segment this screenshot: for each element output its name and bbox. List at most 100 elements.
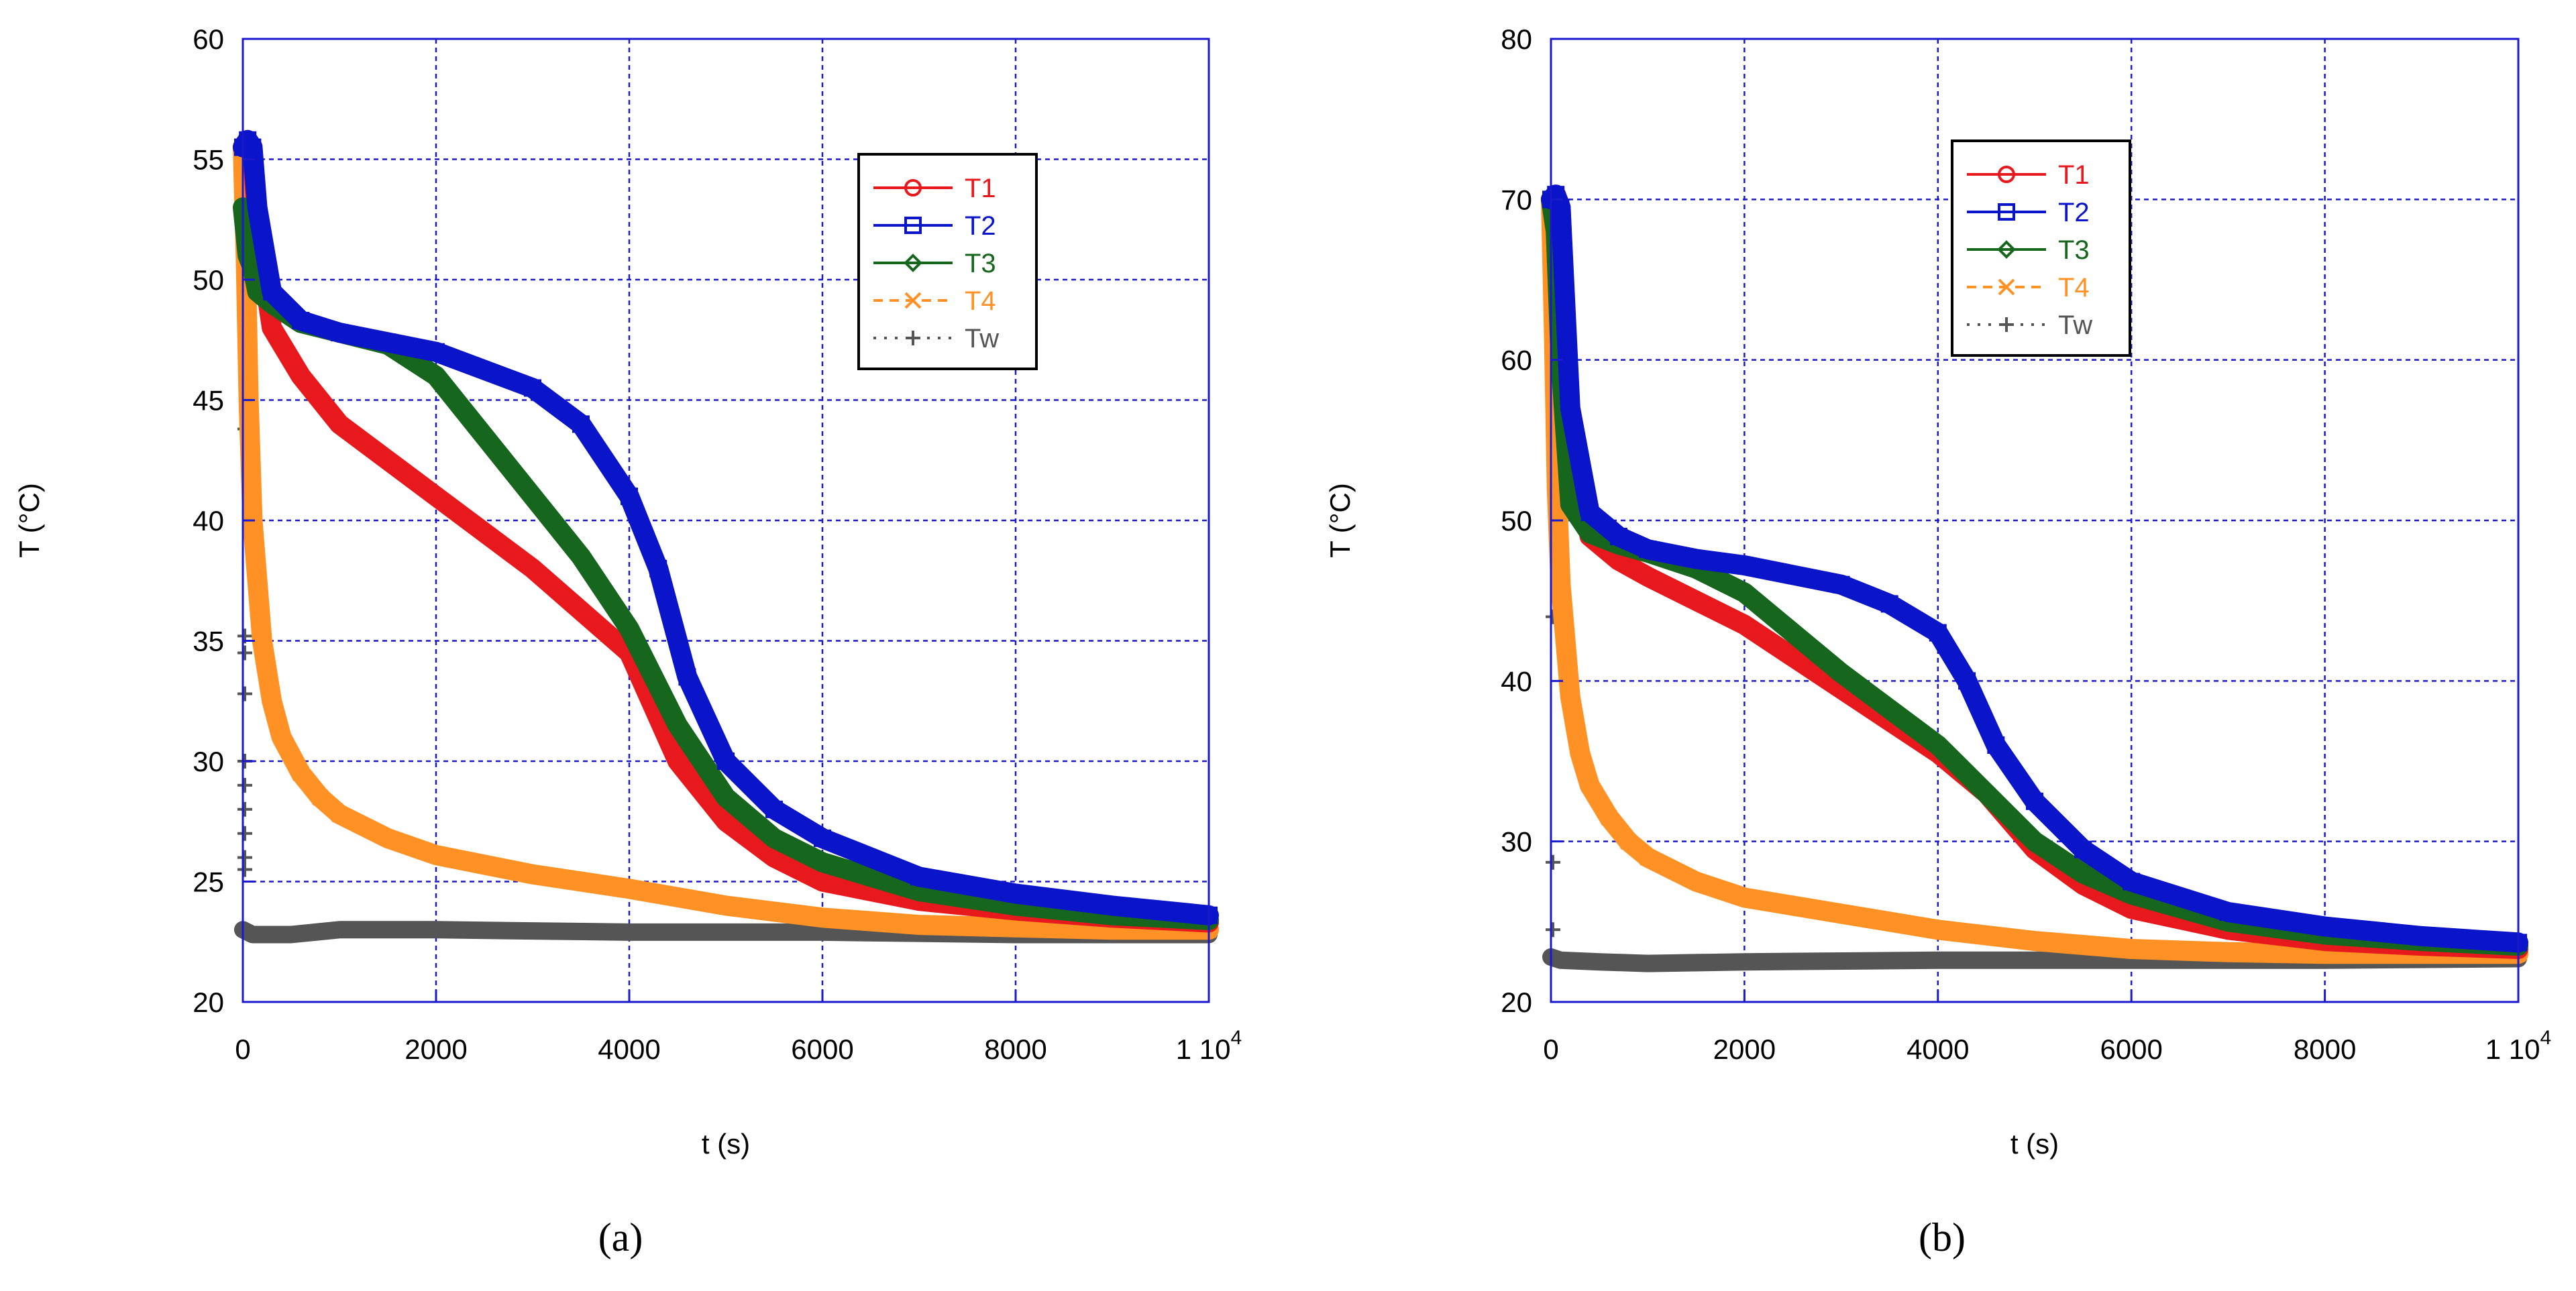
chart-a-marker-t4 bbox=[292, 765, 309, 782]
chart-a-marker-t2 bbox=[910, 868, 928, 886]
chart-a-marker-t4 bbox=[379, 830, 396, 847]
chart-b-marker-t4 bbox=[2026, 932, 2043, 950]
chart-b-marker-t3 bbox=[1735, 583, 1754, 602]
chart-a-marker-t1 bbox=[292, 367, 310, 385]
chart-a-marker-t3 bbox=[668, 716, 687, 734]
chart-a-marker-t1 bbox=[669, 752, 686, 770]
chart-a-ytick-label: 30 bbox=[193, 746, 224, 777]
chart-a-marker-t2 bbox=[678, 668, 696, 686]
chart-b-marker-t3 bbox=[1977, 784, 1996, 803]
chart-a-marker-t3 bbox=[572, 547, 590, 566]
chart-a-legend-marker-t2 bbox=[904, 217, 922, 234]
chart-a-legend-label-t2: T2 bbox=[965, 211, 996, 241]
chart-b-xtick-label: 1 104 bbox=[2485, 1027, 2551, 1065]
chart-b-marker-t2 bbox=[1987, 736, 2005, 754]
chart-a-marker-t4 bbox=[621, 880, 638, 897]
chart-b-marker-t4 bbox=[1581, 777, 1599, 794]
chart-a-legend: T1 T2 T3 T4 Tw bbox=[857, 153, 1038, 370]
chart-b-xlabel: t (s) bbox=[2010, 1128, 2059, 1160]
chart-a-xtick-label: 2000 bbox=[405, 1033, 467, 1065]
chart-a-line-t2 bbox=[233, 129, 1219, 925]
chart-a-marker-t2 bbox=[765, 800, 783, 818]
chart-b-marker-t2 bbox=[1609, 527, 1627, 545]
chart-b-marker-tw bbox=[1737, 954, 1752, 970]
chart-b-marker-tw bbox=[1546, 854, 1560, 870]
chart-a-ylabel: T (°C) bbox=[13, 483, 45, 558]
chart-a-marker-t3 bbox=[910, 882, 928, 901]
chart-b-legend-marker-t3 bbox=[1997, 240, 2016, 259]
chart-a-marker-t3 bbox=[716, 788, 735, 807]
chart-a: 0 2000 4000 6000 8000 1 104 20 25 30 35 40 45 50 55 60… bbox=[13, 23, 1242, 1259]
chart-b-marker-t4 bbox=[1619, 833, 1637, 850]
chart-b-legend-marker-tw bbox=[1999, 317, 2014, 332]
chart-a-marker-t2 bbox=[248, 199, 266, 217]
chart-a-legend-label-t3: T3 bbox=[965, 249, 996, 278]
chart-b-marker-t2 bbox=[2316, 917, 2334, 936]
chart-b-marker-t4 bbox=[1571, 744, 1589, 762]
chart-a-marker-tw bbox=[237, 686, 252, 701]
chart-b-xtick-label: 8000 bbox=[2294, 1033, 2356, 1065]
chart-b-xtick-label: 2000 bbox=[1713, 1033, 1776, 1065]
chart-b-legend-marker-t4 bbox=[1998, 278, 2015, 296]
chart-a-legend-label-tw: Tw bbox=[965, 324, 999, 353]
chart-a-marker-t4 bbox=[254, 632, 271, 649]
chart-b-legend: T1 T2 T3 T4 Tw bbox=[1951, 139, 2131, 357]
chart-a-ytick-label: 40 bbox=[193, 505, 224, 537]
chart-a-marker-tw bbox=[237, 777, 252, 793]
chart-b-line-t2 bbox=[1541, 184, 2528, 953]
chart-a-marker-t4 bbox=[717, 897, 735, 914]
chart-b-marker-t2 bbox=[1958, 672, 1976, 690]
chart-b-marker-t2 bbox=[1880, 595, 1898, 613]
chart-b-xtick-label: 6000 bbox=[2100, 1033, 2162, 1065]
chart-b-marker-t2 bbox=[1639, 541, 1657, 559]
chart-b-marker-t1 bbox=[1639, 567, 1657, 585]
chart-b-xtick-label: 0 bbox=[1543, 1033, 1558, 1065]
chart-a-legend-label-t1: T1 bbox=[965, 174, 996, 203]
chart-a-marker-t2 bbox=[1104, 897, 1121, 915]
chart-a-marker-t2 bbox=[814, 829, 831, 847]
chart-a-marker-t4 bbox=[311, 789, 329, 806]
chart-a-marker-tw bbox=[237, 862, 252, 877]
chart-b-marker-t3 bbox=[1580, 524, 1599, 543]
chart-a-marker-t1 bbox=[379, 451, 396, 469]
chart-a-marker-tw bbox=[237, 801, 252, 817]
chart-a-marker-tw bbox=[332, 922, 347, 938]
chart-a-marker-t2 bbox=[572, 415, 590, 433]
chart-a-xtick-label: 6000 bbox=[791, 1033, 853, 1065]
chart-b-ytick-label: 40 bbox=[1501, 665, 1532, 697]
chart-a-marker-t3 bbox=[765, 829, 784, 848]
chart-a-marker-t2 bbox=[244, 138, 262, 156]
chart-a-legend-marker-t4 bbox=[904, 292, 922, 309]
chart-b-marker-t4 bbox=[2123, 940, 2140, 958]
chart-a-xtick-exponent: 4 bbox=[1231, 1027, 1242, 1049]
chart-b-ytick-label: 50 bbox=[1501, 505, 1532, 537]
chart-a-marker-t4 bbox=[1007, 919, 1024, 936]
chart-b-marker-t4 bbox=[1562, 688, 1579, 706]
chart-b-marker-t3 bbox=[2025, 832, 2044, 851]
chart-a-legend-marker-t3 bbox=[904, 254, 922, 272]
chart-b: 0 2000 4000 6000 8000 1 104 20 30 40 50 60 70 80 t (s… bbox=[1324, 23, 2551, 1259]
chart-a-marker-t3 bbox=[620, 619, 639, 638]
chart-b-marker-t4 bbox=[1552, 576, 1569, 594]
chart-a-marker-t2 bbox=[621, 488, 638, 506]
chart-b-marker-t3 bbox=[1928, 736, 1947, 754]
chart-b-marker-tw bbox=[1546, 922, 1560, 938]
chart-b-marker-t4 bbox=[1601, 809, 1617, 826]
chart-b-legend-label-t2: T2 bbox=[2058, 198, 2090, 227]
chart-a-legend-marker-t1 bbox=[904, 179, 922, 197]
chart-a-marker-t4 bbox=[524, 866, 541, 883]
chart-b-marker-t1 bbox=[1687, 592, 1705, 610]
chart-a-ytick-label: 50 bbox=[193, 264, 224, 296]
chart-a-caption: (a) bbox=[598, 1215, 643, 1259]
chart-b-marker-t3 bbox=[2074, 864, 2092, 883]
chart-b-legend-marker-t1 bbox=[1998, 166, 2015, 183]
chart-a-marker-tw bbox=[245, 927, 260, 942]
chart-b-marker-t2 bbox=[2219, 903, 2237, 921]
chart-a-marker-t4 bbox=[273, 728, 290, 746]
chart-a-marker-t4 bbox=[814, 909, 831, 926]
chart-a-xtick-label: 0 bbox=[235, 1033, 250, 1065]
chart-a-marker-t3 bbox=[813, 852, 832, 872]
chart-b-xtick-exponent: 4 bbox=[2540, 1027, 2552, 1049]
chart-b-xtick-label: 4000 bbox=[1907, 1033, 1969, 1065]
chart-b-marker-t3 bbox=[1561, 495, 1580, 514]
